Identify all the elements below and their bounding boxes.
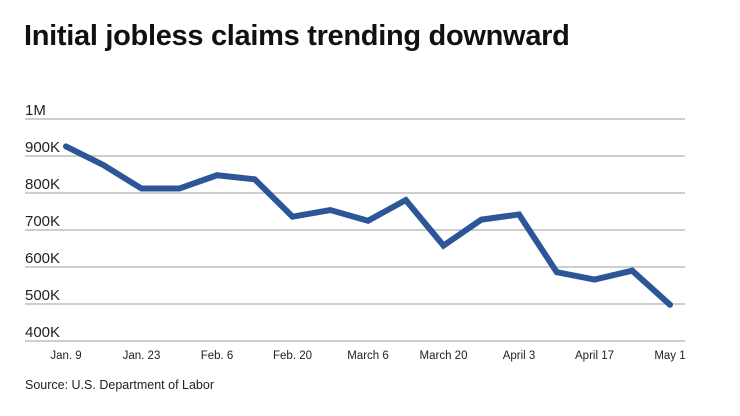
y-tick-label: 1M	[25, 102, 46, 119]
x-tick-label: March 6	[347, 350, 389, 362]
series-line	[63, 143, 673, 308]
x-tick-label: April 3	[503, 350, 536, 362]
x-tick-label: Jan. 9	[50, 350, 81, 362]
y-tick-label: 500K	[25, 287, 60, 304]
chart-title: Initial jobless claims trending downward	[24, 20, 570, 52]
x-tick-label: March 20	[420, 350, 468, 362]
x-tick-label: May 1	[654, 350, 685, 362]
y-tick-label: 800K	[25, 176, 60, 193]
y-tick-label: 700K	[25, 213, 60, 230]
y-tick-label: 400K	[25, 324, 60, 341]
source-note: Source: U.S. Department of Labor	[25, 378, 214, 392]
y-tick-label: 600K	[25, 250, 60, 267]
x-tick-label: Jan. 23	[123, 350, 161, 362]
x-tick-label: Feb. 6	[201, 350, 234, 362]
y-tick-label: 900K	[25, 139, 60, 156]
x-tick-label: Feb. 20	[273, 350, 312, 362]
x-tick-label: April 17	[575, 350, 614, 362]
